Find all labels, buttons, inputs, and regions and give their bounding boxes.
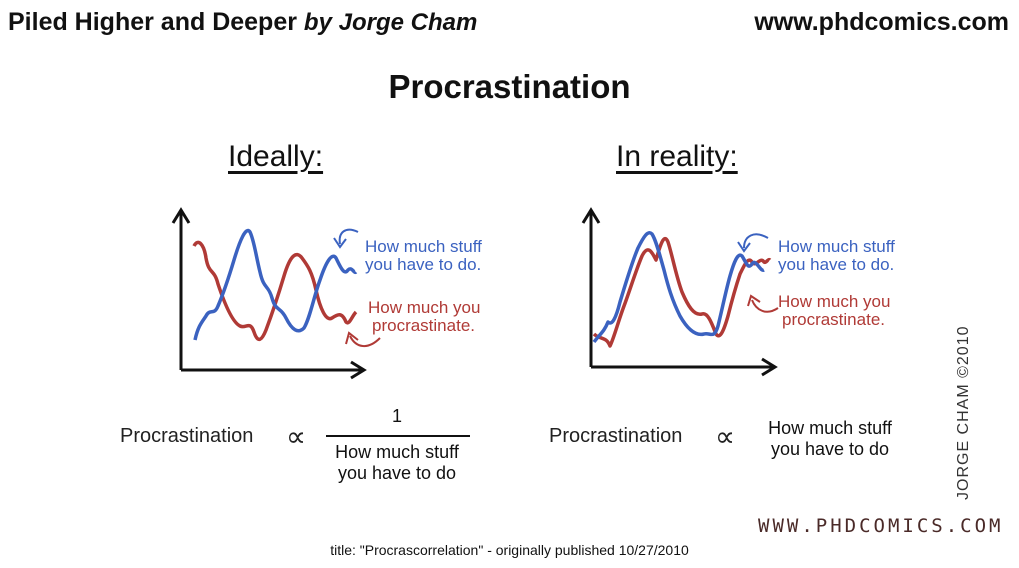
ideal-y-arrow — [171, 207, 191, 224]
reality-red-curve — [592, 236, 772, 348]
ideal-red-pointer — [349, 335, 381, 347]
reality-red-label-line2: procrastinate. — [782, 310, 885, 329]
reality-x-arrow — [761, 357, 778, 377]
panel-heading-reality: In reality: — [616, 140, 738, 173]
byline: by Jorge Cham — [303, 9, 478, 36]
ideal-blue-pointer-head — [333, 237, 347, 249]
ideal-red-label: How much you procrastinate. — [368, 299, 480, 335]
reality-blue-label-line1: How much stuff — [778, 237, 895, 256]
ideal-blue-curve — [193, 228, 358, 341]
artist-signature: JORGE CHAM ©2010 — [955, 325, 972, 501]
ideal-blue-label: How much stuff you have to do. — [365, 238, 482, 274]
comic-watermark-url: WWW.PHDCOMICS.COM — [758, 515, 1004, 537]
site-url: www.phdcomics.com — [754, 8, 1009, 36]
strip-title: Piled Higher and Deeper by Jorge Cham — [8, 8, 477, 37]
fraction-denominator: How much stuff you have to do — [335, 442, 459, 483]
ideal-blue-label-line2: you have to do. — [365, 255, 482, 274]
ideal-blue-label-line1: How much stuff — [365, 237, 482, 256]
panel-heading-ideally: Ideally: — [228, 140, 324, 173]
ideal-red-label-line2: procrastinate. — [372, 316, 475, 335]
reality-red-label: How much you procrastinate. — [778, 293, 890, 329]
comic-caption: title: "Procrascorrelation" - originally… — [330, 542, 689, 558]
strip-name: Piled Higher and Deeper — [8, 8, 297, 36]
ideal-blue-pointer — [338, 228, 359, 245]
ideal-x-arrow — [350, 360, 367, 380]
reality-axes — [581, 207, 778, 377]
reality-red-pointer-head — [747, 294, 761, 307]
reality-blue-label: How much stuff you have to do. — [778, 238, 895, 274]
ideal-axes — [171, 207, 367, 380]
ideal-red-pointer-head — [345, 331, 359, 345]
reality-blue-label-line2: you have to do. — [778, 255, 895, 274]
reality-red-pointer — [751, 299, 779, 313]
reality-formula-rhs: How much stuff you have to do — [768, 418, 892, 459]
ideal-proportional-symbol: ∝ — [286, 421, 307, 452]
reality-y-arrow — [581, 207, 601, 224]
reality-proportional-symbol: ∝ — [715, 421, 736, 452]
comic-heading: Procrastination — [388, 68, 631, 105]
reality-formula-lhs: Procrastination — [549, 425, 683, 447]
fraction-numerator: 1 — [392, 406, 403, 426]
reality-blue-pointer-head — [737, 241, 751, 253]
ideal-formula-lhs: Procrastination — [120, 425, 254, 447]
ideal-red-label-line1: How much you — [368, 298, 481, 317]
reality-blue-curve — [592, 231, 765, 344]
reality-blue-pointer — [743, 233, 769, 249]
reality-red-label-line1: How much you — [778, 292, 891, 311]
